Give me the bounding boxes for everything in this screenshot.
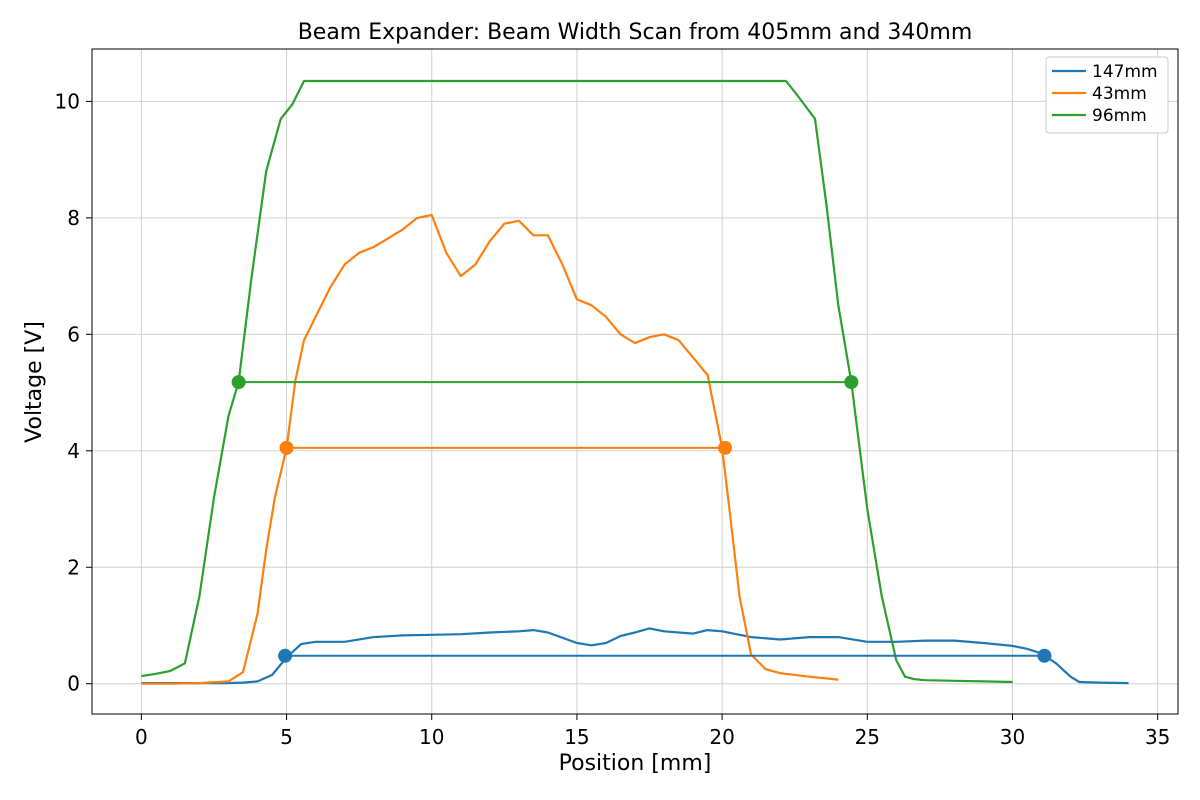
width-point-right-43mm xyxy=(718,440,733,455)
legend-label-43mm: 43mm xyxy=(1092,84,1147,104)
y-tick-label: 8 xyxy=(67,206,80,230)
x-tick-label: 25 xyxy=(855,725,880,749)
width-point-left-147mm xyxy=(278,648,293,663)
chart-title: Beam Expander: Beam Width Scan from 405m… xyxy=(298,20,973,45)
x-axis-ticks: 0 5 10 15 20 25 30 35 xyxy=(135,714,1170,749)
series-lines xyxy=(141,79,1129,685)
y-axis-label: Voltage [V] xyxy=(22,321,47,443)
y-tick-label: 0 xyxy=(67,672,80,696)
legend-label-147mm: 147mm xyxy=(1092,62,1158,82)
plot-frame xyxy=(91,48,1179,715)
x-tick-label: 30 xyxy=(1000,725,1025,749)
width-point-left-96mm xyxy=(231,375,246,390)
width-point-left-43mm xyxy=(279,440,294,455)
y-tick-label: 6 xyxy=(67,322,80,346)
legend-label-96mm: 96mm xyxy=(1092,106,1147,126)
y-tick-label: 4 xyxy=(67,439,80,463)
width-markers xyxy=(231,375,1052,663)
x-tick-label: 20 xyxy=(709,725,734,749)
y-tick-label: 2 xyxy=(67,555,80,579)
width-point-right-96mm xyxy=(844,375,859,390)
series-line-147mm xyxy=(141,627,1129,685)
y-tick-label: 10 xyxy=(55,89,80,113)
series-line-43mm xyxy=(141,213,839,685)
x-tick-label: 10 xyxy=(419,725,444,749)
grid-lines xyxy=(92,49,1178,714)
width-point-right-147mm xyxy=(1037,648,1052,663)
x-tick-label: 5 xyxy=(280,725,293,749)
x-axis-label: Position [mm] xyxy=(559,751,712,776)
x-tick-label: 35 xyxy=(1145,725,1170,749)
x-tick-label: 15 xyxy=(564,725,589,749)
y-axis-ticks: 0 2 4 6 8 10 xyxy=(55,89,92,696)
x-tick-label: 0 xyxy=(135,725,148,749)
series-line-96mm xyxy=(141,79,1013,684)
